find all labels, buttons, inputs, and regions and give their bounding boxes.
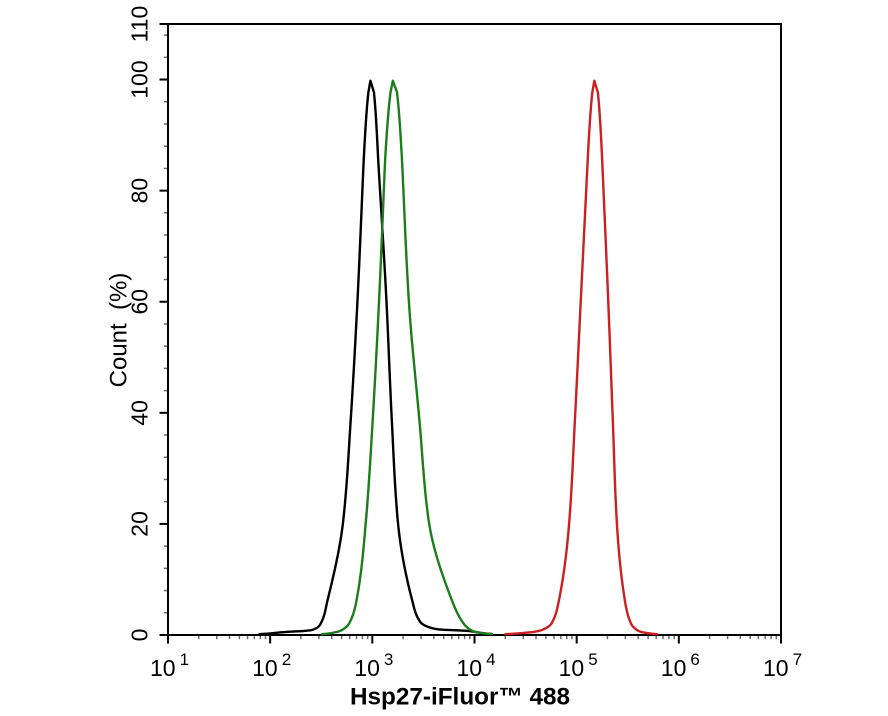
svg-text:107: 10 7 — [763, 650, 802, 681]
svg-text:20: 20 — [127, 511, 153, 537]
svg-text:0: 0 — [127, 629, 153, 642]
svg-text:110: 110 — [127, 6, 153, 43]
svg-text:80: 80 — [127, 178, 153, 204]
svg-text:106: 10 6 — [661, 650, 700, 681]
svg-text:100: 100 — [127, 60, 153, 98]
svg-text:60: 60 — [127, 289, 153, 315]
svg-text:Count (%): Count (%) — [106, 273, 133, 388]
svg-text:40: 40 — [127, 400, 153, 426]
svg-text:Hsp27-iFluor™ 488: Hsp27-iFluor™ 488 — [350, 684, 570, 711]
